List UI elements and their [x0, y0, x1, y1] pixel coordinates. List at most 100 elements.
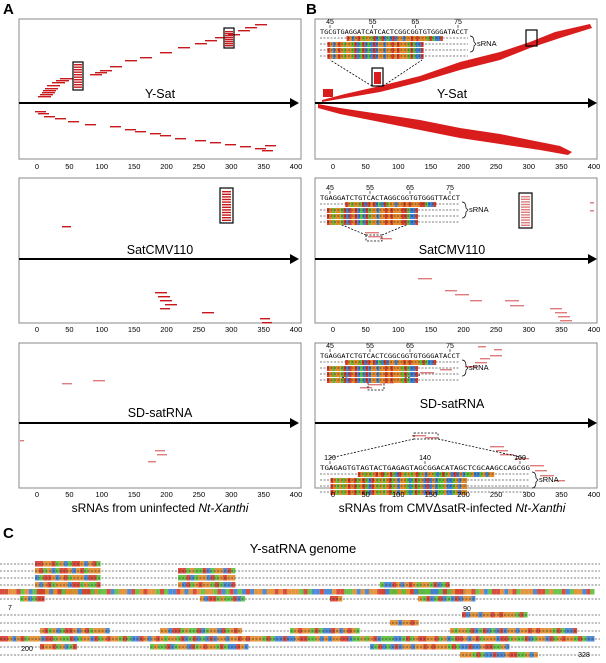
inset-position: 55 — [366, 343, 374, 350]
genome-cell — [84, 568, 89, 574]
nucleotide-cell — [360, 220, 363, 225]
nucleotide-cell — [381, 360, 384, 365]
read-mark — [74, 71, 82, 73]
genome-cell — [364, 636, 369, 642]
genome-cell — [92, 575, 97, 581]
nucleotide-cell — [429, 478, 433, 483]
nucleotide-cell — [397, 490, 401, 495]
read-mark — [412, 435, 426, 437]
genome-cell — [94, 589, 99, 595]
nucleotide-cell — [349, 372, 352, 377]
read-mark — [222, 193, 231, 195]
genome-cell — [532, 628, 537, 634]
genome-cell — [214, 568, 219, 574]
read-mark — [494, 349, 502, 351]
genome-cell — [92, 582, 97, 588]
nucleotide-cell — [354, 48, 357, 53]
nucleotide-cell — [346, 372, 350, 377]
nucleotide-cell — [379, 366, 383, 371]
read-mark — [155, 450, 165, 452]
genome-cell — [410, 620, 415, 626]
read-mark — [148, 461, 156, 463]
inset-position: 65 — [406, 343, 414, 350]
genome-cell — [521, 652, 526, 658]
nucleotide-cell — [372, 48, 376, 53]
genome-cell — [4, 589, 9, 595]
genome-cell — [192, 589, 197, 595]
nucleotide-cell — [365, 366, 369, 371]
nucleotide-cell — [351, 220, 355, 225]
nucleotide-cell — [353, 478, 357, 483]
genome-cell — [57, 589, 62, 595]
nucleotide-cell — [367, 54, 371, 59]
nucleotide-cell — [327, 378, 330, 383]
nucleotide-cell — [452, 490, 456, 495]
sequence-inset-b3-lower: 120 140 160 TGAGAGTGTAGTACTGAGAGTAGCGGACATA… — [320, 455, 559, 495]
tick-label: 0 — [331, 490, 335, 499]
genome-cell — [389, 636, 394, 642]
read-mark — [38, 96, 51, 98]
nucleotide-cell — [345, 484, 348, 489]
nucleotide-cell — [345, 202, 348, 207]
read-mark — [100, 70, 112, 72]
nucleotide-cell — [437, 490, 441, 495]
read-mark — [165, 304, 177, 306]
sequence-inset-b3: 45 55 65 75 TGAGGATCTGTCACTCGGCGGTGTGGGATACC… — [320, 343, 489, 383]
genome-cell — [529, 652, 534, 658]
genome-cell — [393, 589, 398, 595]
genome-cell — [92, 561, 97, 567]
nucleotide-cell — [396, 42, 400, 47]
nucleotide-cell — [351, 36, 355, 41]
nucleotide-cell — [371, 378, 374, 383]
genome-cell — [462, 612, 467, 618]
nucleotide-cell — [362, 490, 366, 495]
inset-position: 55 — [366, 185, 374, 192]
nucleotide-cell — [410, 472, 413, 477]
genome-cell — [459, 636, 464, 642]
nucleotide-cell — [354, 214, 358, 219]
nucleotide-cell — [335, 48, 339, 53]
genome-cell — [512, 589, 517, 595]
genome-cell — [574, 589, 579, 595]
nucleotide-cell — [367, 42, 371, 47]
genome-cell — [246, 636, 251, 642]
nucleotide-cell — [368, 214, 372, 219]
genome-cell — [39, 561, 44, 567]
read-mark — [521, 216, 530, 219]
plot-frame-b1 — [314, 18, 598, 160]
nucleotide-cell — [415, 208, 418, 213]
tick-label: 0 — [331, 162, 335, 171]
nucleotide-cell — [362, 208, 366, 213]
read-mark — [496, 450, 508, 452]
genome-cell — [578, 636, 583, 642]
nucleotide-cell — [335, 378, 339, 383]
genome-cell — [131, 589, 136, 595]
read-mark — [225, 37, 233, 39]
nucleotide-cell — [332, 42, 336, 47]
nucleotide-cell — [357, 372, 361, 377]
nucleotide-cell — [335, 214, 339, 219]
read-mark — [521, 201, 530, 203]
nucleotide-cell — [368, 208, 372, 213]
genome-cell — [479, 636, 484, 642]
nucleotide-cell — [412, 54, 416, 59]
genome-cell — [590, 589, 595, 595]
nucleotide-cell — [414, 360, 417, 365]
nucleotide-cell — [397, 202, 401, 207]
nucleotide-cell — [391, 48, 395, 53]
nucleotide-cell — [366, 472, 370, 477]
nucleotide-cell — [435, 490, 438, 495]
nucleotide-cell — [340, 372, 344, 377]
read-mark — [74, 86, 82, 88]
nucleotide-cell — [461, 490, 465, 495]
read-mark — [45, 88, 58, 90]
genome-cell — [86, 589, 91, 595]
read-mark — [590, 202, 594, 204]
tick-label: 300 — [522, 325, 535, 334]
genome-cell — [192, 628, 197, 634]
tick-label: 400 — [588, 325, 601, 334]
genome-cell — [90, 589, 95, 595]
genome-cell — [330, 596, 335, 602]
read-mark — [110, 66, 122, 68]
nucleotide-cell — [443, 490, 447, 495]
